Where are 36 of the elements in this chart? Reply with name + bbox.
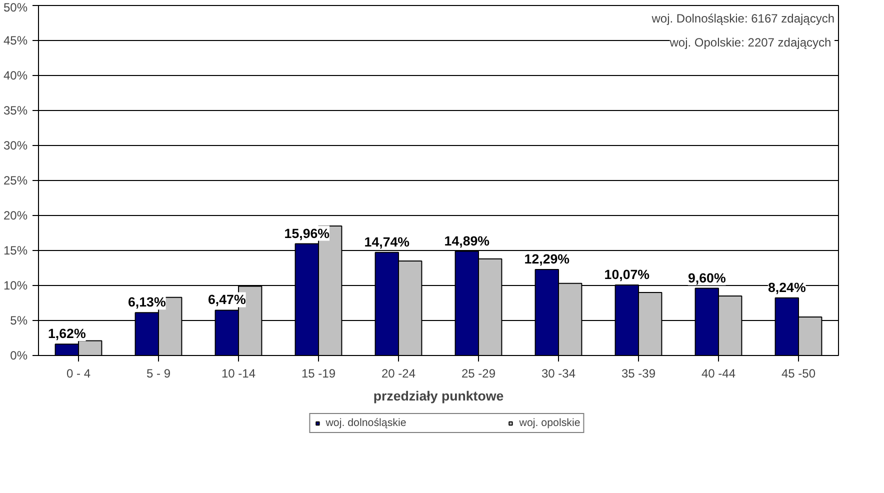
x-tick-label: 25 -29 bbox=[461, 366, 496, 380]
y-tick-label: 0% bbox=[10, 348, 28, 362]
x-tick-label: 45 -50 bbox=[781, 366, 816, 380]
data-label: 14,89% bbox=[444, 233, 490, 248]
data-label: 1,62% bbox=[48, 326, 86, 342]
data-label: 6,47% bbox=[208, 292, 246, 308]
x-axis-title: przedziały punktowe bbox=[373, 388, 504, 404]
data-label: 14,74% bbox=[364, 234, 410, 250]
data-label: 10,07% bbox=[604, 267, 650, 282]
y-tick-label: 20% bbox=[3, 208, 28, 222]
y-tick-label: 40% bbox=[3, 68, 28, 82]
annotation: woj. Opolskie: 2207 zdających bbox=[668, 36, 832, 50]
data-label: 15,96% bbox=[284, 226, 330, 241]
x-tick-label: 0 - 4 bbox=[66, 366, 91, 380]
data-label: 8,24% bbox=[768, 280, 806, 295]
x-tick-label: 40 -44 bbox=[701, 366, 736, 380]
data-label: 6,13% bbox=[128, 294, 166, 310]
y-tick-label: 25% bbox=[3, 174, 28, 188]
x-tick-label: 15 -19 bbox=[301, 366, 336, 380]
annotation: woj. Dolnośląskie: 6167 zdających bbox=[650, 12, 834, 26]
data-label: 12,29% bbox=[524, 251, 570, 266]
x-tick-label: 5 - 9 bbox=[146, 366, 171, 380]
legend-label: woj. opolskie bbox=[519, 417, 580, 429]
y-tick-label: 10% bbox=[3, 278, 28, 292]
x-tick-label: 20 -24 bbox=[381, 366, 416, 380]
y-tick-label: 5% bbox=[10, 314, 28, 328]
y-tick-label: 35% bbox=[3, 104, 28, 118]
legend-label: woj. dolnośląskie bbox=[326, 417, 406, 429]
x-tick-label: 10 -14 bbox=[221, 366, 256, 380]
y-tick-label: 30% bbox=[3, 138, 28, 152]
x-tick-label: 30 -34 bbox=[541, 366, 576, 380]
y-tick-label: 15% bbox=[3, 244, 28, 258]
y-tick-label: 45% bbox=[3, 34, 28, 48]
data-label: 9,60% bbox=[688, 270, 726, 286]
y-tick-label: 50% bbox=[3, 0, 28, 14]
x-tick-label: 35 -39 bbox=[621, 366, 656, 380]
